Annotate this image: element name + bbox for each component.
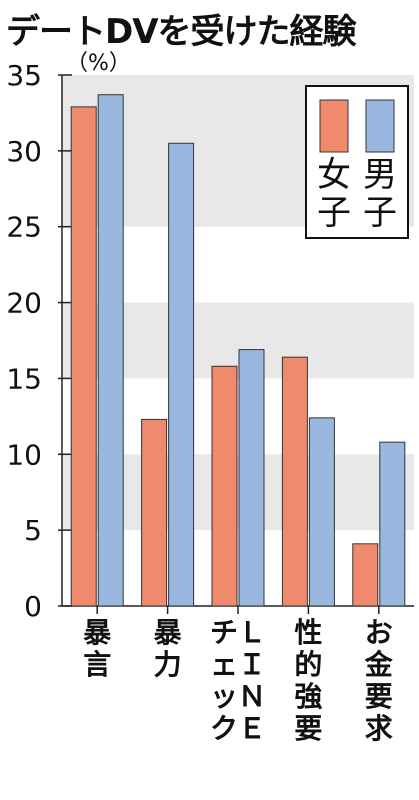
x-category-label: 求 — [365, 712, 393, 745]
bar-male-2 — [168, 142, 195, 607]
x-category-label: Ｅ — [238, 712, 266, 745]
bar-male-4 — [308, 417, 335, 607]
x-category-label: ェ — [210, 648, 238, 681]
legend-swatch-female — [319, 99, 349, 153]
x-category-label: ク — [210, 712, 238, 745]
y-tick-label: 25 — [6, 211, 42, 244]
x-category-label: お — [365, 616, 393, 649]
x-category-label: Ｎ — [238, 680, 266, 713]
y-tick-label: 30 — [6, 135, 42, 168]
bar-female-4 — [281, 356, 308, 607]
chart-title: デートDVを受けた経験 — [6, 12, 357, 52]
y-tick-label: 20 — [6, 287, 42, 320]
legend-label-female: 子 — [317, 193, 351, 233]
x-category-label: ッ — [210, 680, 238, 713]
y-tick-label: 35 — [6, 59, 42, 92]
y-tick-label: 10 — [6, 438, 42, 471]
x-category-label: 暴 — [154, 616, 183, 649]
x-category-label: 言 — [83, 648, 111, 681]
x-category-label: Ｌ — [238, 616, 266, 649]
x-category-label: 要 — [294, 712, 322, 745]
bar-female-1 — [70, 106, 97, 607]
bar-male-1 — [97, 94, 124, 607]
x-category-label: 金 — [364, 648, 394, 681]
bar-female-2 — [141, 418, 168, 607]
legend-swatch-male — [365, 99, 395, 153]
y-tick-label: 5 — [24, 514, 42, 547]
legend-label-male: 男 — [363, 155, 397, 195]
legend-label-female: 女 — [317, 155, 351, 195]
bar-female-3 — [211, 365, 238, 607]
x-category-label: Ｉ — [238, 648, 266, 681]
legend-label-male: 子 — [363, 193, 397, 233]
x-category-label: 強 — [294, 680, 322, 713]
x-category-label: 要 — [365, 680, 393, 713]
bar-female-5 — [352, 543, 379, 607]
y-unit-label: （%） — [66, 51, 131, 76]
bar-male-3 — [238, 349, 265, 607]
y-tick-label: 0 — [24, 590, 42, 623]
x-category-label: 力 — [154, 648, 182, 681]
x-category-label: チ — [210, 616, 238, 649]
x-category-label: 的 — [294, 648, 322, 681]
bar-male-5 — [379, 441, 406, 607]
x-category-label: 性 — [294, 616, 322, 649]
x-category-label: 暴 — [83, 616, 112, 649]
y-tick-label: 15 — [6, 362, 42, 395]
